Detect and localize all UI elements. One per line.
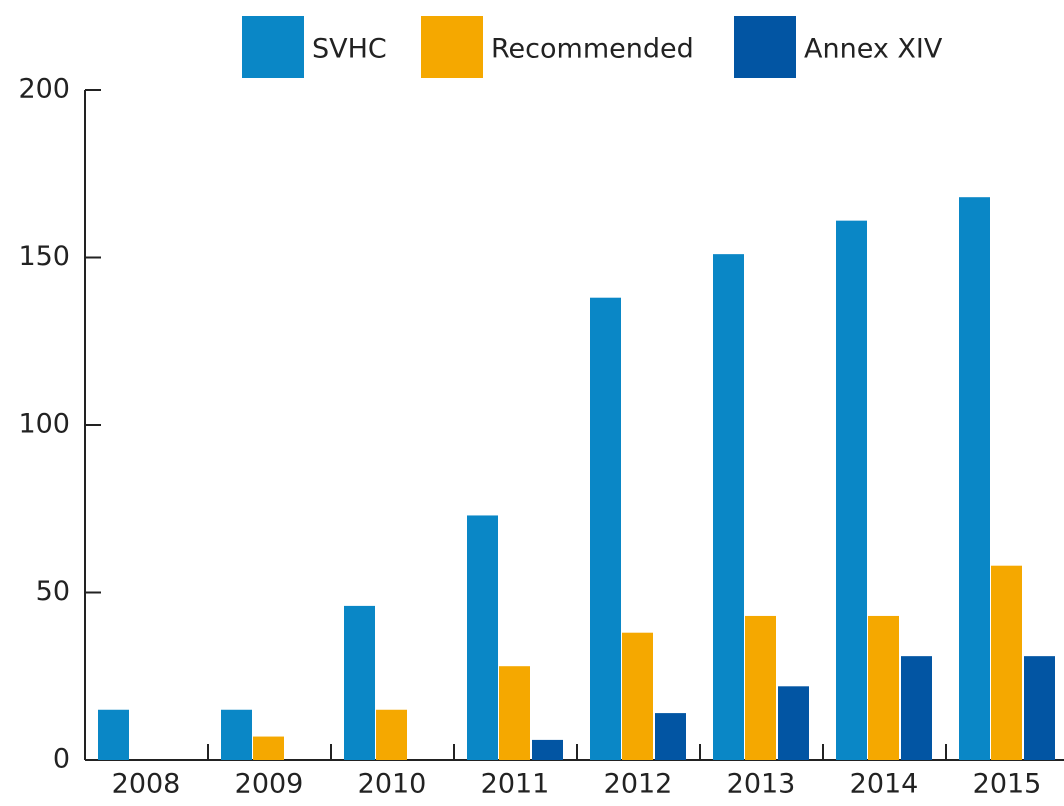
legend-swatch (734, 16, 796, 78)
bar (991, 565, 1022, 760)
bar (499, 666, 530, 760)
bar (868, 615, 899, 760)
bar (253, 736, 284, 760)
legend-swatch (421, 16, 483, 78)
bar (1024, 656, 1055, 760)
bar (622, 632, 653, 760)
x-tick-label: 2013 (727, 769, 796, 800)
y-tick-label: 50 (36, 576, 70, 607)
x-tick-label: 2015 (973, 769, 1042, 800)
bar (98, 709, 129, 760)
bar (901, 656, 932, 760)
bar (344, 605, 375, 760)
x-tick-label: 2011 (481, 769, 550, 800)
y-tick-label: 0 (53, 744, 70, 775)
bar (778, 686, 809, 760)
legend-swatch (242, 16, 304, 78)
legend-label: Annex XIV (804, 34, 943, 65)
x-tick-label: 2010 (358, 769, 427, 800)
bar (221, 709, 252, 760)
x-tick-label: 2008 (112, 769, 181, 800)
legend-label: Recommended (491, 34, 694, 65)
bar (655, 713, 686, 760)
bar (745, 615, 776, 760)
bar (467, 515, 498, 760)
bar (532, 739, 563, 760)
bar (376, 709, 407, 760)
legend-label: SVHC (312, 34, 387, 65)
x-tick-label: 2014 (850, 769, 919, 800)
bar (836, 220, 867, 760)
y-tick-label: 200 (18, 74, 70, 105)
bar (713, 254, 744, 760)
y-tick-label: 150 (18, 241, 70, 272)
x-tick-label: 2012 (604, 769, 673, 800)
x-tick-label: 2009 (235, 769, 304, 800)
bar (590, 297, 621, 760)
y-tick-label: 100 (18, 409, 70, 440)
bar (959, 197, 990, 760)
